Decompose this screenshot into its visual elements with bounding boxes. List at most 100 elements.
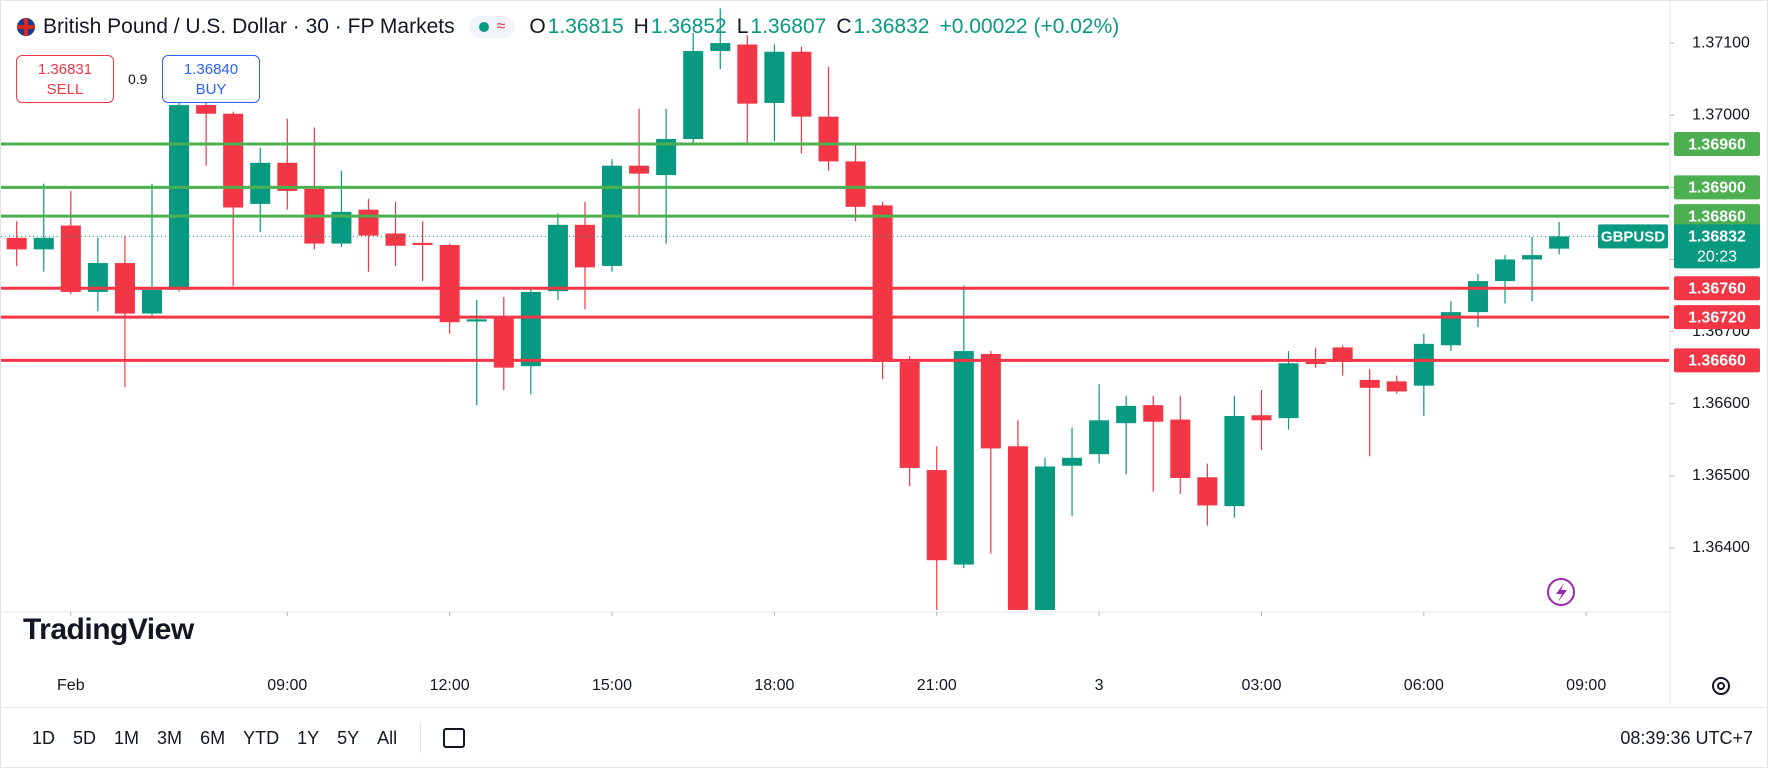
ohlc-key: H xyxy=(633,15,649,38)
candle-body xyxy=(737,44,758,104)
symbol-title[interactable]: British Pound / U.S. Dollar · 30 · FP Ma… xyxy=(43,15,455,38)
last-price-label: 1.36832 xyxy=(1688,229,1746,246)
watermark-logo[interactable]: TradingView xyxy=(23,613,194,646)
symbol-tag-box xyxy=(1598,224,1668,249)
y-tick-label: 1.37100 xyxy=(1692,34,1750,51)
settings-icon-center xyxy=(1717,682,1725,690)
candle-body xyxy=(845,161,866,207)
sell-label: SELL xyxy=(46,81,84,98)
candle-body xyxy=(33,237,54,250)
candle-body xyxy=(1197,477,1218,506)
candle-body xyxy=(1278,363,1299,419)
candle-body xyxy=(358,209,379,236)
candle-body xyxy=(277,162,298,191)
clock[interactable]: 08:39:36 UTC+7 xyxy=(1620,727,1753,748)
x-tick-label: 18:00 xyxy=(754,677,794,694)
range-button[interactable]: 5D xyxy=(73,727,97,748)
x-tick-label: Feb xyxy=(57,677,85,694)
candle-body xyxy=(791,51,812,117)
range-button[interactable]: 3M xyxy=(157,727,183,748)
candle-body xyxy=(439,245,460,323)
symbol-header: British Pound / U.S. Dollar · 30 · FP Ma… xyxy=(17,15,1129,39)
candle-body xyxy=(466,319,487,322)
symbol-tag: GBPUSD xyxy=(1601,228,1665,245)
go-to-date-icon[interactable] xyxy=(443,728,466,748)
currency-flag xyxy=(17,18,35,36)
range-button[interactable]: 6M xyxy=(200,727,226,748)
x-tick-label: 09:00 xyxy=(267,677,307,694)
ohlc-close: 1.36832 xyxy=(853,15,930,38)
candle-body xyxy=(1224,415,1245,507)
ohlc-key: O xyxy=(529,15,546,38)
candle-body xyxy=(1413,343,1434,386)
candle-body xyxy=(710,43,731,51)
bottom-toolbar: 1D 5D 1M 3M 6M YTD 1Y 5Y All 08:39:36 UTC+7 xyxy=(1,707,1767,768)
candle-body xyxy=(169,105,190,290)
countdown-label: 20:23 xyxy=(1697,249,1737,266)
candle-body xyxy=(1170,419,1191,479)
status-pill[interactable]: ≈ xyxy=(468,16,516,38)
sell-price: 1.36831 xyxy=(37,61,93,78)
alert-bolt xyxy=(1556,583,1567,602)
range-button[interactable]: 1M xyxy=(114,727,140,748)
ohlc-open: 1.36815 xyxy=(547,15,624,38)
candle-body xyxy=(1062,457,1083,466)
alert-icon[interactable] xyxy=(1547,578,1575,606)
range-button[interactable]: 1D xyxy=(32,727,56,748)
level-label: 1.36960 xyxy=(1688,136,1746,153)
market-open-dot xyxy=(478,22,489,32)
y-tick-label: 1.36600 xyxy=(1692,395,1750,412)
candle-body xyxy=(629,165,650,174)
x-tick-label: 21:00 xyxy=(917,677,957,694)
candle-body xyxy=(1089,420,1110,455)
level-label-box xyxy=(1674,276,1760,301)
ohlc-low: 1.36807 xyxy=(750,15,827,38)
candle-body xyxy=(1116,405,1137,424)
level-label: 1.36660 xyxy=(1688,353,1746,370)
candle-body xyxy=(926,470,947,561)
level-label-box xyxy=(1674,175,1760,200)
candle-body xyxy=(412,242,433,246)
range-button[interactable]: 5Y xyxy=(337,727,360,748)
candle-body xyxy=(547,224,568,292)
chart: 1.364001.365001.366001.367001.368001.369… xyxy=(1,1,1760,705)
buy-button[interactable]: 1.36840 BUY xyxy=(162,55,260,103)
level-label: 1.36900 xyxy=(1688,180,1746,197)
range-button[interactable]: 1Y xyxy=(297,727,320,748)
candle-body xyxy=(223,113,244,208)
candle-body xyxy=(1359,379,1380,388)
sell-button[interactable]: 1.36831 SELL xyxy=(16,55,114,103)
candle-body xyxy=(1332,347,1353,362)
candle-body xyxy=(6,237,27,250)
candle-body xyxy=(493,317,514,368)
x-tick-label: 06:00 xyxy=(1404,677,1444,694)
ohlc-high: 1.36852 xyxy=(650,15,727,38)
candle-body xyxy=(60,225,81,292)
candle-body xyxy=(1549,236,1570,249)
level-label-box xyxy=(1674,305,1760,330)
candle-body xyxy=(1034,466,1056,610)
y-tick-label: 1.37000 xyxy=(1692,106,1750,123)
candle-body xyxy=(1305,361,1326,365)
x-tick-label: 09:00 xyxy=(1566,677,1606,694)
candle-body xyxy=(1143,405,1164,422)
candle-body xyxy=(574,224,595,268)
candle-body xyxy=(1467,281,1488,313)
candle-body xyxy=(683,50,704,139)
candle-body xyxy=(1440,312,1461,346)
level-label: 1.36860 xyxy=(1688,208,1746,225)
candle-body xyxy=(899,361,920,468)
range-button[interactable]: All xyxy=(377,727,398,748)
candle-body xyxy=(764,51,785,103)
candle-body xyxy=(980,353,1001,449)
ohlc-key: C xyxy=(836,15,852,38)
candle-body xyxy=(953,351,974,565)
level-label-box xyxy=(1674,348,1760,373)
buy-label: BUY xyxy=(195,81,227,98)
x-tick-label: 15:00 xyxy=(592,677,632,694)
candle-body xyxy=(1386,381,1407,392)
settings-icon[interactable] xyxy=(1712,677,1730,695)
range-button[interactable]: YTD xyxy=(243,727,280,748)
level-label-box xyxy=(1674,204,1760,229)
x-tick-label: 12:00 xyxy=(430,677,470,694)
